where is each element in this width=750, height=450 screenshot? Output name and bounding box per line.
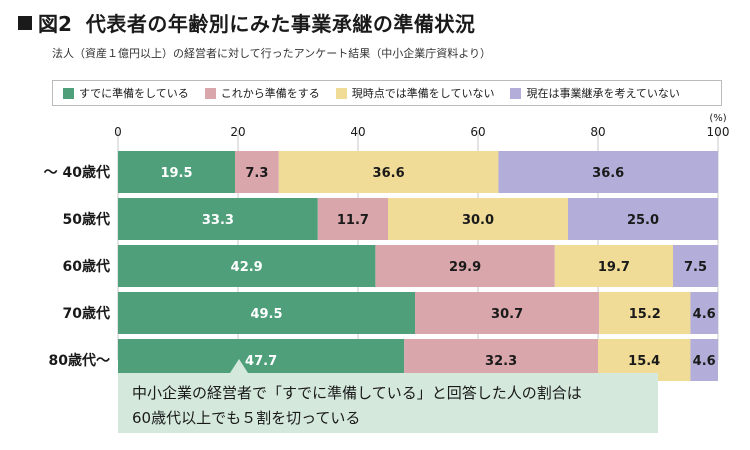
legend-label-2: 現時点では準備をしていない bbox=[351, 87, 495, 100]
bar-segment-2-0 bbox=[118, 245, 376, 287]
figure-label: 図2 bbox=[38, 12, 72, 36]
bar-segment-1-3 bbox=[568, 198, 718, 240]
bar-segment-1-2 bbox=[388, 198, 568, 240]
callout-arrow bbox=[230, 359, 248, 373]
legend-item-3: 現在は事業継承を考えていない bbox=[510, 85, 680, 101]
bar-segment-3-2 bbox=[599, 292, 691, 334]
x-tick-label-80: 80 bbox=[590, 125, 605, 139]
legend-label-0: すでに準備をしている bbox=[79, 87, 189, 100]
x-tick-label-20: 20 bbox=[230, 125, 245, 139]
unit-label: (%) bbox=[709, 113, 726, 124]
legend-swatch-1 bbox=[204, 87, 216, 99]
category-label-3: 70歳代 bbox=[63, 305, 110, 322]
legend-swatch-0 bbox=[63, 87, 74, 99]
legend-swatch-2 bbox=[335, 87, 347, 99]
bar-segment-3-0 bbox=[118, 292, 415, 334]
legend-swatch-3 bbox=[510, 87, 522, 99]
category-label-0: 〜 40歳代 bbox=[44, 164, 110, 181]
legend-item-2: 現時点では準備をしていない bbox=[335, 85, 495, 101]
data-label-1-3: 25.0 bbox=[627, 213, 659, 228]
bar-segment-4-3 bbox=[690, 339, 718, 381]
bar-segment-2-3 bbox=[673, 245, 718, 287]
data-label-3-3: 4.6 bbox=[693, 307, 716, 322]
bar-segment-2-1 bbox=[375, 245, 555, 287]
callout-note: 中小企業の経営者で「すでに準備している」と回答した人の割合は 60歳代以上でも５… bbox=[118, 373, 658, 433]
data-label-1-2: 30.0 bbox=[462, 213, 494, 228]
data-label-4-0: 47.7 bbox=[245, 354, 277, 369]
legend-label-1: これから準備をする bbox=[220, 87, 320, 100]
data-label-2-0: 42.9 bbox=[231, 260, 263, 275]
x-tick-label-60: 60 bbox=[470, 125, 485, 139]
bar-segment-2-2 bbox=[554, 245, 673, 287]
category-label-1: 50歳代 bbox=[63, 211, 110, 228]
callout-line-1: 中小企業の経営者で「すでに準備している」と回答した人の割合は bbox=[132, 384, 582, 402]
data-label-4-1: 32.3 bbox=[485, 354, 517, 369]
legend-item-0: すでに準備をしている bbox=[63, 85, 189, 101]
data-label-3-2: 15.2 bbox=[629, 307, 661, 322]
bar-segment-0-1 bbox=[235, 151, 279, 193]
data-label-0-2: 36.6 bbox=[373, 166, 405, 181]
title-square-icon bbox=[18, 15, 32, 30]
data-label-2-1: 29.9 bbox=[449, 260, 481, 275]
data-label-0-3: 36.6 bbox=[592, 166, 624, 181]
legend-label-3: 現在は事業継承を考えていない bbox=[526, 87, 680, 100]
data-label-4-2: 15.4 bbox=[628, 354, 660, 369]
data-label-3-0: 49.5 bbox=[250, 307, 282, 322]
data-label-0-0: 19.5 bbox=[160, 166, 192, 181]
chart-title: 代表者の年齢別にみた事業承継の準備状況 bbox=[85, 12, 476, 36]
bar-segment-3-1 bbox=[415, 292, 600, 334]
bar-segment-0-0 bbox=[118, 151, 235, 193]
data-label-2-3: 7.5 bbox=[684, 260, 707, 275]
chart-subtitle: 法人（資産１億円以上）の経営者に対して行ったアンケート結果（中小企業庁資料より） bbox=[52, 47, 492, 60]
category-label-4: 80歳代〜 bbox=[49, 352, 110, 369]
x-tick-label-0: 0 bbox=[114, 125, 122, 139]
data-label-1-1: 11.7 bbox=[337, 213, 369, 228]
data-label-4-3: 4.6 bbox=[693, 354, 716, 369]
bar-segment-3-3 bbox=[690, 292, 718, 334]
data-label-0-1: 7.3 bbox=[245, 166, 268, 181]
data-label-3-1: 30.7 bbox=[491, 307, 523, 322]
legend-item-1: これから準備をする bbox=[204, 85, 320, 101]
bar-segment-1-1 bbox=[317, 198, 388, 240]
x-tick-label-100: 100 bbox=[707, 125, 730, 139]
x-tick-label-40: 40 bbox=[350, 125, 365, 139]
bar-segment-0-2 bbox=[278, 151, 499, 193]
bar-segment-0-3 bbox=[498, 151, 718, 193]
data-label-2-2: 19.7 bbox=[598, 260, 630, 275]
title-row: 図2 代表者の年齢別にみた事業承継の準備状況 bbox=[18, 8, 475, 37]
bar-segment-1-0 bbox=[118, 198, 318, 240]
data-label-1-0: 33.3 bbox=[202, 213, 234, 228]
legend: すでに準備をしている これから準備をする 現時点では準備をしていない 現在は事業継承を… bbox=[52, 80, 722, 106]
callout-line-2: 60歳代以上でも５割を切っている bbox=[132, 409, 361, 427]
category-label-2: 60歳代 bbox=[63, 258, 110, 275]
